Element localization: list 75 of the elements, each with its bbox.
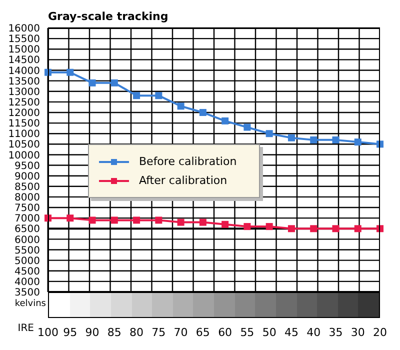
point <box>66 214 74 222</box>
x-tick-label: 65 <box>196 326 210 339</box>
x-tick-label: 45 <box>284 326 298 339</box>
x-tick-label: 85 <box>107 326 122 339</box>
y-tick-label: 8000 <box>14 192 40 204</box>
y-tick-label: 12500 <box>8 97 40 108</box>
point <box>133 92 140 100</box>
y-tick-label: 5500 <box>14 245 40 256</box>
y-tick-label: 7500 <box>14 203 40 214</box>
point <box>88 216 96 224</box>
point <box>199 218 206 226</box>
x-tick-label: 40 <box>306 326 321 339</box>
point <box>88 79 96 86</box>
y-tick-label: 14000 <box>8 66 40 77</box>
x-tick-label: 35 <box>328 326 343 339</box>
y-tick-label: 13500 <box>8 76 40 88</box>
legend-label: Before calibration <box>139 155 237 168</box>
point <box>177 102 184 110</box>
point <box>155 92 162 100</box>
legend-label: After calibration <box>139 174 228 188</box>
y-tick-label: 14500 <box>8 55 40 66</box>
x-tick-label: 55 <box>240 326 254 339</box>
x-tick-label: 70 <box>174 326 188 339</box>
x-tick-label: 80 <box>130 326 144 339</box>
point <box>244 124 251 131</box>
point <box>354 138 362 146</box>
point <box>133 216 140 224</box>
point <box>288 225 295 232</box>
y-tick-label: 7000 <box>14 214 40 225</box>
x-axis-title: IRE <box>18 323 34 334</box>
y-tick-label: 6000 <box>14 234 40 246</box>
x-tick-label: 20 <box>373 326 387 339</box>
y-tick-label: 3500 <box>14 288 40 299</box>
y-tick-label: 6500 <box>14 224 40 236</box>
point <box>266 130 273 138</box>
y-tick-label: 12000 <box>8 108 40 120</box>
y-tick-label: 13000 <box>8 86 40 98</box>
point <box>310 136 318 144</box>
x-tick-label: 75 <box>152 326 166 339</box>
y-tick-label: 10000 <box>8 150 40 162</box>
point <box>266 223 273 230</box>
point <box>222 220 229 228</box>
point <box>332 136 340 144</box>
point <box>354 225 362 232</box>
y-axis-title: kelvins <box>14 299 46 309</box>
chart-title: Gray-scale tracking <box>48 10 168 23</box>
y-tick-label: 5000 <box>14 256 40 267</box>
y-tick-label: 9000 <box>14 171 40 182</box>
point <box>66 68 74 76</box>
y-tick-label: 11000 <box>8 129 40 140</box>
y-tick-label: 9500 <box>14 160 40 172</box>
y-tick-label: 15500 <box>8 34 40 46</box>
point <box>288 134 295 142</box>
point <box>155 216 162 224</box>
x-tick-label: 100 <box>38 326 58 339</box>
x-tick-label: 90 <box>85 326 100 339</box>
y-tick-label: 8500 <box>14 182 40 193</box>
x-tick-label: 60 <box>218 326 232 339</box>
y-tick-label: 16000 <box>8 24 40 35</box>
point <box>110 216 118 224</box>
point <box>244 223 251 230</box>
point <box>332 225 340 232</box>
point <box>310 225 318 232</box>
x-tick-label: 30 <box>350 326 365 339</box>
y-tick-label: 11500 <box>8 118 40 130</box>
point <box>199 108 206 116</box>
x-tick-label: 50 <box>262 326 276 339</box>
y-tick-label: 15000 <box>8 44 40 56</box>
y-tick-label: 4000 <box>14 276 40 288</box>
x-tick-label: 95 <box>63 326 78 339</box>
point <box>110 79 118 86</box>
point <box>222 117 229 124</box>
point <box>177 218 184 226</box>
y-tick-label: 4500 <box>14 266 40 278</box>
y-tick-label: 10500 <box>8 140 40 151</box>
